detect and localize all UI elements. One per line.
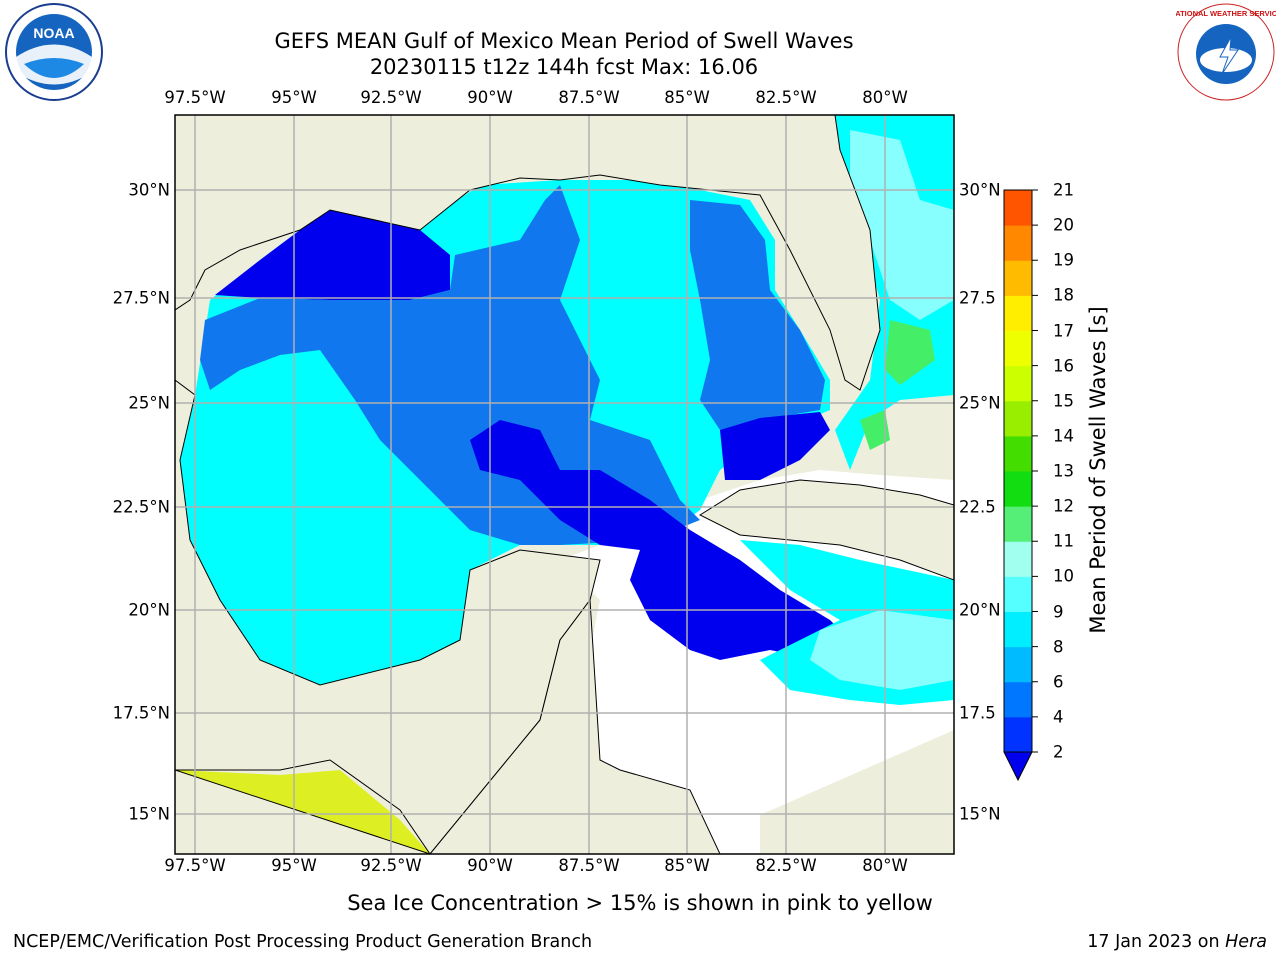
lon-label-bottom: 82.5°W xyxy=(755,856,817,875)
colorbar-tick-label: 2 xyxy=(1053,742,1064,762)
chart-title-line2: 20230115 t12z 144h fcst Max: 16.06 xyxy=(369,55,759,79)
sea-ice-note: Sea Ice Concentration > 15% is shown in … xyxy=(347,891,933,915)
colorbar-tick-label: 10 xyxy=(1053,566,1074,586)
lon-label-bottom: 87.5°W xyxy=(558,856,620,875)
colorbar-extend-arrow xyxy=(1003,751,1033,782)
lon-label-bottom: 80°W xyxy=(862,856,908,875)
colorbar-tick-label: 17 xyxy=(1053,321,1074,340)
lon-label-bottom: 85°W xyxy=(664,856,710,875)
colorbar-tick-label: 20 xyxy=(1053,215,1074,235)
colorbar-tick-label: 11 xyxy=(1053,531,1074,551)
colorbar-segment xyxy=(1004,435,1032,472)
lon-label-top: 92.5°W xyxy=(360,88,422,107)
colorbar-tick-label: 21 xyxy=(1053,180,1074,200)
atlantic-period-8 xyxy=(850,130,954,320)
atlantic-period-9-south xyxy=(860,410,890,450)
nws-logo: NATIONAL WEATHER SERVICE xyxy=(1170,2,1280,102)
caribbean-period-8 xyxy=(810,610,954,690)
lat-label-left: 30°N xyxy=(128,180,170,200)
lat-label-right: 22.5 xyxy=(959,497,996,517)
gulf-period-4-east xyxy=(690,200,825,430)
lon-label-top: 80°W xyxy=(862,88,908,107)
colorbar-segment xyxy=(1004,506,1032,542)
lon-label-top: 97.5°W xyxy=(164,88,226,107)
footer-left: NCEP/EMC/Verification Post Processing Pr… xyxy=(13,932,593,952)
lat-label-right: 15°N xyxy=(959,804,1001,824)
colorbar-segment xyxy=(1004,295,1032,331)
colorbar-label: Mean Period of Swell Waves [s] xyxy=(1086,306,1110,634)
lon-label-bottom: 90°W xyxy=(467,856,513,875)
lat-label-right: 25°N xyxy=(959,393,1001,413)
nws-logo-text: NATIONAL WEATHER SERVICE xyxy=(1176,9,1276,18)
colorbar-segment xyxy=(1004,365,1032,402)
footer-date: 17 Jan 2023 on xyxy=(1087,932,1226,952)
lat-label-left: 20°N xyxy=(128,600,170,620)
colorbar-tick-label: 8 xyxy=(1053,637,1064,657)
colorbar-tick-label: 15 xyxy=(1053,391,1074,411)
gulf-period-2-east xyxy=(720,412,830,480)
lon-label-top: 95°W xyxy=(271,88,317,107)
colorbar-tick-label: 6 xyxy=(1053,672,1064,692)
gulf-period-4 xyxy=(200,185,700,545)
lat-label-right: 30°N xyxy=(959,180,1001,200)
colorbar-segment xyxy=(1004,190,1032,226)
land-central-america xyxy=(429,598,721,854)
lat-label-right: 17.5 xyxy=(959,703,996,723)
colorbar-segment xyxy=(1004,646,1032,683)
colorbar-tick-label: 12 xyxy=(1053,496,1074,516)
colorbar-segment xyxy=(1004,471,1032,507)
colorbar-segment xyxy=(1004,260,1032,296)
land-cuba xyxy=(698,479,954,581)
lat-label-right: 27.5 xyxy=(959,288,996,308)
atlantic-period-9 xyxy=(885,320,935,385)
colorbar xyxy=(1003,189,1038,782)
lon-label-bottom: 92.5°W xyxy=(360,856,422,875)
lat-label-left: 27.5°N xyxy=(112,288,170,308)
colorbar-tick-label: 9 xyxy=(1053,602,1064,621)
lat-label-right: 20°N xyxy=(959,600,1001,620)
lon-label-bottom: 97.5°W xyxy=(164,856,226,875)
lon-label-top: 82.5°W xyxy=(755,88,817,107)
colorbar-segment xyxy=(1004,716,1032,753)
land-mexico xyxy=(175,115,881,391)
colorbar-segment xyxy=(1004,681,1032,718)
lon-label-bottom: 95°W xyxy=(271,856,317,875)
colorbar-tick-label: 18 xyxy=(1053,285,1074,305)
lon-label-top: 85°W xyxy=(664,88,710,107)
colorbar-tick-label: 16 xyxy=(1053,356,1074,376)
map-gridlines xyxy=(175,115,954,854)
colorbar-tick-label: 14 xyxy=(1053,426,1074,446)
noaa-logo: NOAA xyxy=(4,2,104,102)
colorbar-tick-label: 4 xyxy=(1053,707,1064,727)
noaa-logo-text: NOAA xyxy=(33,25,74,41)
colorbar-segment xyxy=(1004,541,1032,577)
colorbar-segment xyxy=(1004,400,1032,437)
lat-label-left: 15°N xyxy=(128,804,170,824)
colorbar-tick-label: 13 xyxy=(1053,461,1074,481)
lat-label-left: 22.5°N xyxy=(112,497,170,517)
lat-label-left: 17.5°N xyxy=(112,703,170,723)
map-area xyxy=(175,115,954,854)
lon-label-top: 90°W xyxy=(467,88,513,107)
map-frame xyxy=(174,114,955,855)
lat-label-left: 25°N xyxy=(128,393,170,413)
footer-right: 17 Jan 2023 on Hera xyxy=(1087,932,1267,952)
gulf-period-2-center xyxy=(470,420,860,660)
colorbar-segment xyxy=(1004,330,1032,367)
colorbar-segment xyxy=(1004,576,1032,612)
chart-title-line1: GEFS MEAN Gulf of Mexico Mean Period of … xyxy=(274,29,854,53)
colorbar-tick-label: 19 xyxy=(1053,250,1074,270)
footer-machine: Hera xyxy=(1225,932,1267,952)
lon-label-top: 87.5°W xyxy=(558,88,620,107)
colorbar-segment xyxy=(1004,225,1032,261)
colorbar-segment xyxy=(1004,611,1032,648)
